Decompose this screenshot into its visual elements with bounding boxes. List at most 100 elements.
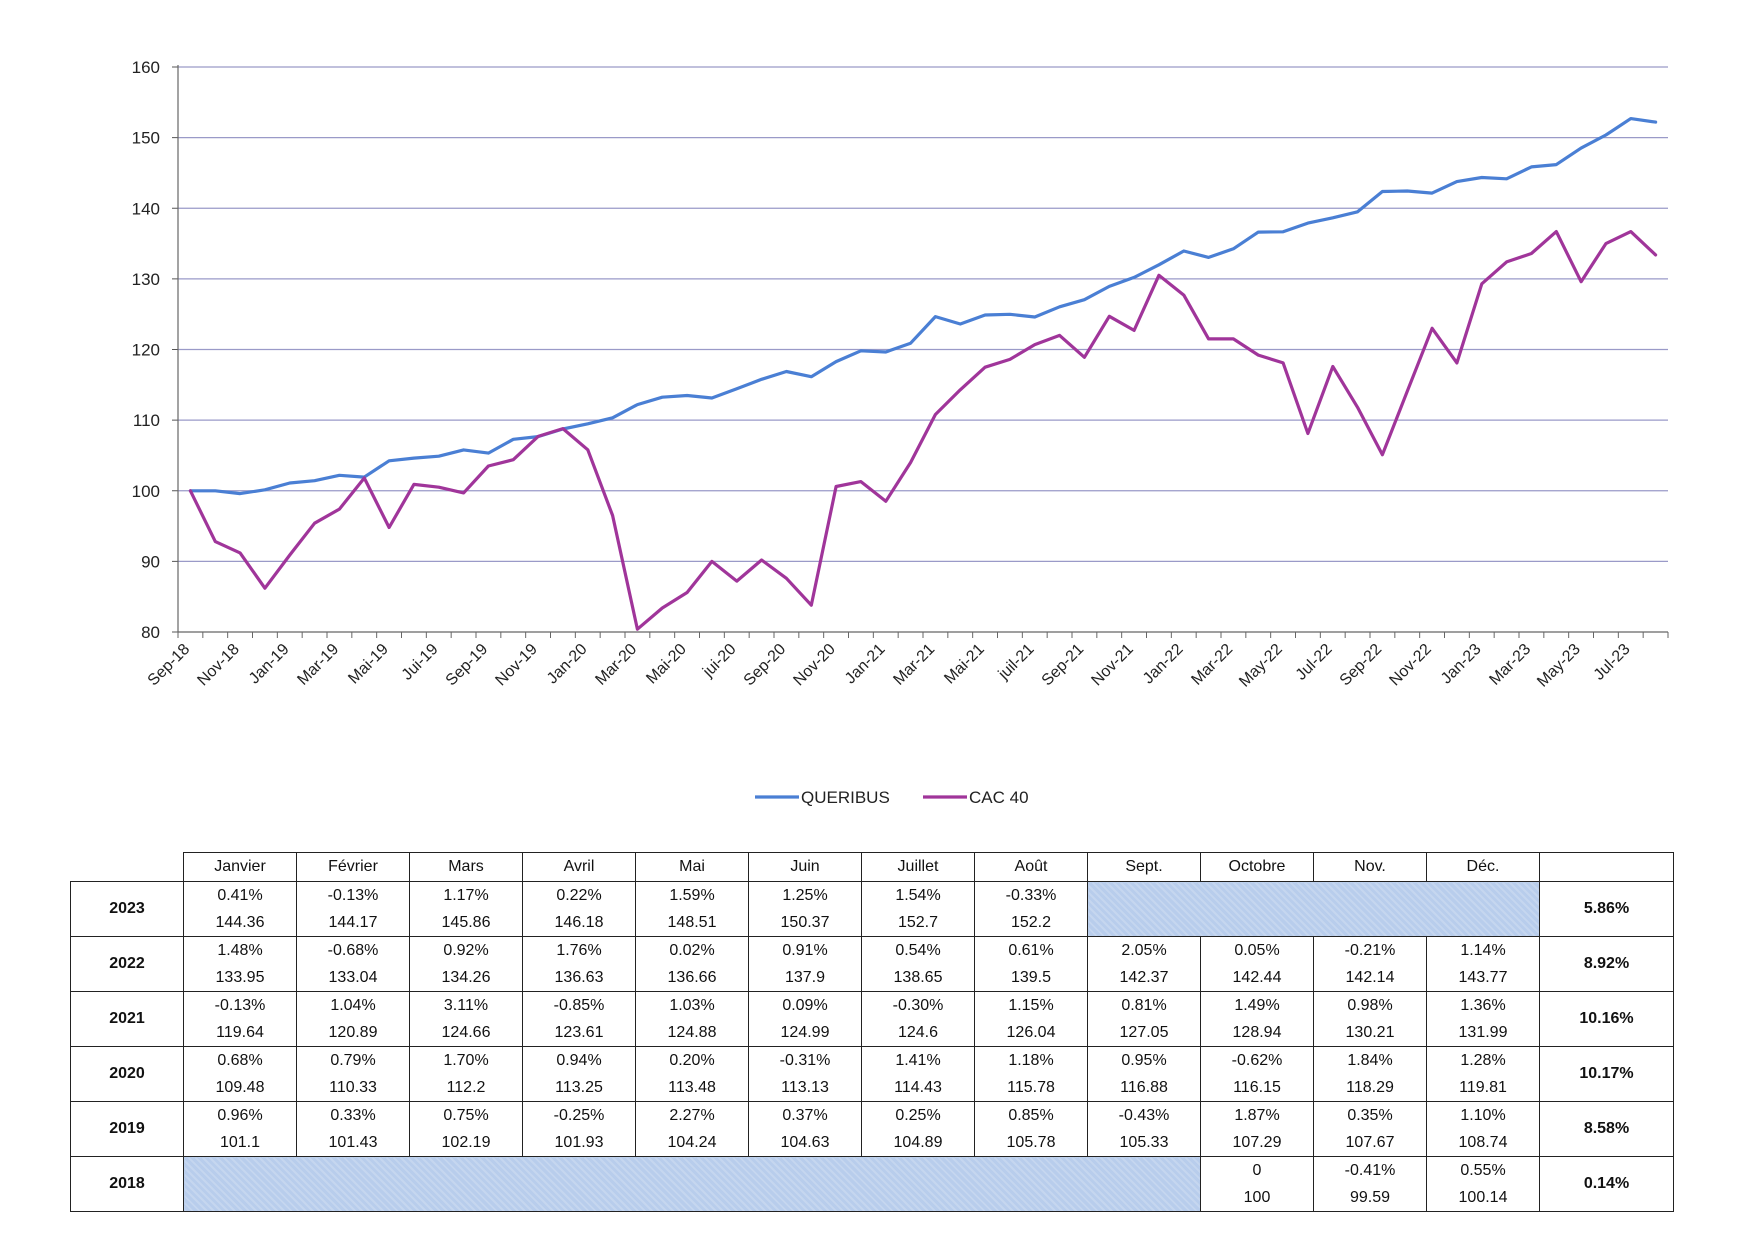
x-tick-label: Nov-19 xyxy=(492,641,541,690)
index-value: 101.93 xyxy=(554,1134,604,1151)
x-tick-label: May-22 xyxy=(1236,641,1286,691)
monthly-return: 0.20% xyxy=(669,1052,715,1069)
monthly-return: 0.61% xyxy=(1008,942,1054,959)
month-cell: 0.91% 137.9 xyxy=(748,936,862,992)
monthly-return: 1.10% xyxy=(1460,1107,1506,1124)
x-tick-label: Sep-21 xyxy=(1039,641,1088,690)
index-value: 100 xyxy=(1243,1189,1271,1206)
index-value: 109.48 xyxy=(215,1079,265,1096)
month-cell: -0.31% 113.13 xyxy=(748,1046,862,1102)
index-value: 133.04 xyxy=(328,969,378,986)
x-tick-label: jui-20 xyxy=(699,641,739,681)
monthly-return: 0 xyxy=(1252,1162,1262,1179)
x-tick-label: Mar-21 xyxy=(890,641,938,689)
monthly-return: -0.30% xyxy=(892,997,944,1014)
monthly-return: 0.09% xyxy=(782,997,828,1014)
month-cell: 0.54% 138.65 xyxy=(861,936,975,992)
month-header: Mai xyxy=(635,852,749,882)
monthly-return: 0.91% xyxy=(782,942,828,959)
index-value: 128.94 xyxy=(1232,1024,1282,1041)
month-cell: 1.10% 108.74 xyxy=(1426,1101,1540,1157)
legend-label: CAC 40 xyxy=(969,788,1029,807)
index-value: 119.64 xyxy=(216,1024,264,1041)
x-tick-label: May-23 xyxy=(1534,641,1584,691)
month-cell: 1.54% 152.7 xyxy=(861,881,975,937)
index-value: 152.2 xyxy=(1010,914,1052,931)
index-value: 105.78 xyxy=(1006,1134,1056,1151)
month-cell: 0.94% 113.25 xyxy=(522,1046,636,1102)
month-cell: 2.05% 142.37 xyxy=(1087,936,1201,992)
month-cell: 1.25% 150.37 xyxy=(748,881,862,937)
monthly-return: 1.48% xyxy=(217,942,263,959)
legend: QUERIBUS CAC 40 xyxy=(755,788,1029,807)
table-row: 2021 -0.13% 119.64 1.04% 120.89 3.11% 124.66 -0… xyxy=(70,991,1674,1047)
series-line-cac-40 xyxy=(188,230,1658,631)
monthly-return: -0.25% xyxy=(553,1107,605,1124)
x-tick-label: Mar-20 xyxy=(592,641,640,689)
month-cell: 0.25% 104.89 xyxy=(861,1101,975,1157)
index-value: 146.18 xyxy=(554,914,604,931)
annual-total: 10.16% xyxy=(1539,991,1674,1047)
month-cell: 0.37% 104.63 xyxy=(748,1101,862,1157)
monthly-return: 2.27% xyxy=(669,1107,715,1124)
annual-total: 0.14% xyxy=(1539,1156,1674,1212)
index-value: 150.37 xyxy=(780,914,830,931)
month-cell: 0.09% 124.99 xyxy=(748,991,862,1047)
month-cell: 1.48% 133.95 xyxy=(183,936,297,992)
month-header: Juin xyxy=(748,852,862,882)
index-value: 139.5 xyxy=(1010,969,1052,986)
index-value: 130.21 xyxy=(1345,1024,1395,1041)
month-cell: 0.35% 107.67 xyxy=(1313,1101,1427,1157)
monthly-return: 1.87% xyxy=(1234,1107,1280,1124)
monthly-return: 3.11% xyxy=(443,997,489,1014)
monthly-return: 0.35% xyxy=(1347,1107,1393,1124)
index-value: 107.29 xyxy=(1232,1134,1282,1151)
monthly-return: 1.17% xyxy=(443,887,489,904)
monthly-return: 1.18% xyxy=(1008,1052,1054,1069)
month-cell: 0.55% 100.14 xyxy=(1426,1156,1540,1212)
index-value: 99.59 xyxy=(1349,1189,1391,1206)
monthly-return: 0.96% xyxy=(217,1107,263,1124)
month-cell: 0.22% 146.18 xyxy=(522,881,636,937)
month-cell: 0.61% 139.5 xyxy=(974,936,1088,992)
index-value: 124.88 xyxy=(667,1024,717,1041)
index-value: 142.14 xyxy=(1345,969,1395,986)
monthly-return: -0.43% xyxy=(1118,1107,1170,1124)
month-cell: -0.68% 133.04 xyxy=(296,936,410,992)
index-value: 120.89 xyxy=(328,1024,378,1041)
index-value: 124.66 xyxy=(441,1024,491,1041)
monthly-return: -0.21% xyxy=(1344,942,1396,959)
month-header: Mars xyxy=(409,852,523,882)
x-tick-label: Sep-18 xyxy=(145,641,194,690)
x-tick-label: Jan-22 xyxy=(1140,641,1187,688)
y-tick-label: 100 xyxy=(132,482,160,501)
index-value: 127.05 xyxy=(1119,1024,1169,1041)
monthly-return: -0.68% xyxy=(327,942,379,959)
month-cell: 1.15% 126.04 xyxy=(974,991,1088,1047)
table-row: 2019 0.96% 101.1 0.33% 101.43 0.75% 102.19 -0.2… xyxy=(70,1101,1674,1157)
table-row: 2022 1.48% 133.95 -0.68% 133.04 0.92% 134.26 1.… xyxy=(70,936,1674,992)
month-cell: 1.87% 107.29 xyxy=(1200,1101,1314,1157)
month-cell: 1.18% 115.78 xyxy=(974,1046,1088,1102)
month-cell: -0.41% 99.59 xyxy=(1313,1156,1427,1212)
monthly-return: -0.41% xyxy=(1344,1162,1396,1179)
month-cell: 1.41% 114.43 xyxy=(861,1046,975,1102)
y-tick-label: 80 xyxy=(141,623,160,642)
month-header: Sept. xyxy=(1087,852,1201,882)
monthly-return: 0.68% xyxy=(217,1052,263,1069)
index-value: 133.95 xyxy=(215,969,265,986)
month-cell: 0.81% 127.05 xyxy=(1087,991,1201,1047)
index-value: 144.17 xyxy=(328,914,378,931)
year-cell: 2021 xyxy=(70,991,184,1047)
y-tick-label: 130 xyxy=(132,270,160,289)
monthly-return: 0.05% xyxy=(1234,942,1280,959)
month-header: Août xyxy=(974,852,1088,882)
index-value: 115.78 xyxy=(1007,1079,1055,1096)
month-cell: -0.85% 123.61 xyxy=(522,991,636,1047)
table-row: 2020 0.68% 109.48 0.79% 110.33 1.70% 112.2 0.94… xyxy=(70,1046,1674,1102)
index-value: 143.77 xyxy=(1458,969,1508,986)
month-header: Janvier xyxy=(183,852,297,882)
month-cell: 1.17% 145.86 xyxy=(409,881,523,937)
monthly-return: 0.37% xyxy=(782,1107,828,1124)
